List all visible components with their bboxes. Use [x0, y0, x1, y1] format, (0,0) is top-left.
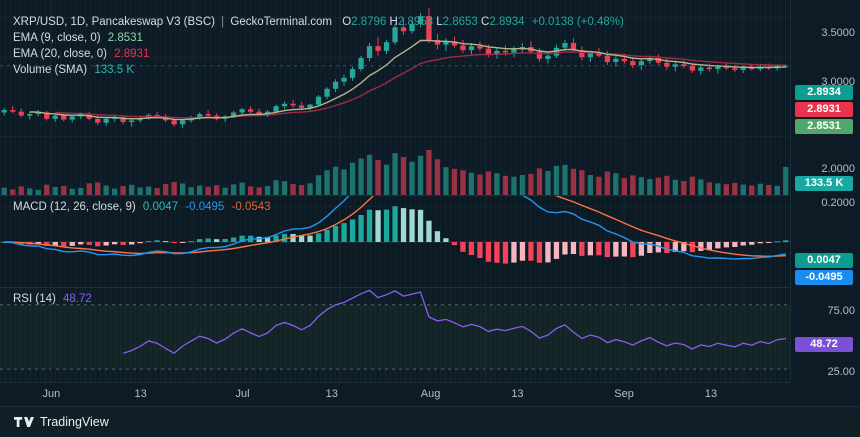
rsi-canvas[interactable] — [0, 288, 790, 382]
symbol-label[interactable]: XRP/USD, 1D, Pancakeswap V3 (BSC) — [13, 16, 215, 28]
rsi-legend[interactable]: RSI (14) 48.72 — [13, 293, 92, 305]
ema20-label: EMA (20, close, 0) — [13, 48, 107, 60]
volume-value: 133.5 K — [94, 64, 134, 76]
price-tick-2: 2.0000 — [821, 163, 855, 175]
time-tick-0: Jun — [42, 388, 61, 400]
price-pane[interactable] — [0, 0, 790, 196]
tradingview-logo-icon — [14, 416, 34, 428]
macd-hist-value: 0.0047 — [142, 201, 179, 213]
title-separator: | — [221, 16, 225, 28]
tradingview-logo[interactable]: TradingView — [14, 415, 109, 429]
time-tick-3: 13 — [325, 388, 338, 400]
open-value: 2.8796 — [351, 16, 387, 28]
macd-label: MACD (12, 26, close, 9) — [13, 201, 136, 213]
volume-label: Volume (SMA) — [13, 64, 88, 76]
time-tick-4: Aug — [420, 388, 441, 400]
price-change: +0.0138 (+0.48%) — [531, 16, 624, 28]
ohlc-values: O2.8796 H2.8953 L2.8653 C2.8934 +0.0138 … — [342, 16, 624, 28]
rsi-tick-25: 25.00 — [827, 366, 855, 378]
time-tick-2: Jul — [235, 388, 250, 400]
time-tick-5: 13 — [511, 388, 524, 400]
time-tick-7: 13 — [704, 388, 718, 400]
volume-legend[interactable]: Volume (SMA) 133.5 K — [13, 64, 134, 76]
price-scale-axis[interactable]: 3.5000 3.0000 2.0000 2.8934 2.8931 2.853… — [790, 0, 860, 382]
rsi-badge: 48.72 — [795, 337, 853, 352]
price-candlestick-canvas[interactable] — [0, 0, 790, 196]
ema20-legend[interactable]: EMA (20, close, 0) 2.8931 — [13, 48, 149, 60]
price-tick-0: 3.5000 — [821, 27, 855, 39]
low-value: 2.8653 — [442, 16, 478, 28]
rsi-tick-75: 75.00 — [827, 305, 855, 317]
tradingview-logo-text: TradingView — [40, 415, 109, 429]
macd-pane[interactable] — [0, 196, 790, 288]
rsi-label: RSI (14) — [13, 293, 56, 305]
time-tick-6: Sep — [614, 388, 634, 400]
macd-canvas[interactable] — [0, 196, 790, 288]
macd-tick-0: 0.2000 — [821, 197, 855, 209]
high-label: H — [389, 16, 398, 28]
low-label: L — [436, 16, 443, 28]
high-value: 2.8953 — [397, 16, 434, 28]
time-scale-axis[interactable]: Jun 13 Jul 13 Aug 13 Sep 13 — [0, 382, 790, 407]
macd-hist-badge: 0.0047 — [795, 253, 853, 268]
macd-legend[interactable]: MACD (12, 26, close, 9) 0.0047 -0.0495 -… — [13, 201, 271, 213]
ema9-value: 2.8531 — [107, 32, 143, 44]
macd-line-badge: -0.0495 — [795, 270, 853, 285]
open-label: O — [342, 16, 352, 28]
time-tick-1: 13 — [134, 388, 147, 400]
rsi-value: 48.72 — [63, 293, 92, 305]
macd-signal-value: -0.0543 — [231, 201, 271, 213]
pane-divider-price-macd — [0, 195, 790, 196]
close-label: C — [481, 16, 490, 28]
ema20-value: 2.8931 — [114, 48, 150, 60]
last-price-badge: 2.8934 — [795, 85, 853, 100]
close-value: 2.8934 — [489, 16, 525, 28]
pane-divider-macd-rsi — [0, 287, 790, 288]
chart-footer: TradingView — [0, 406, 860, 437]
data-source-label: GeckoTerminal.com — [230, 16, 332, 28]
rsi-pane[interactable] — [0, 288, 790, 382]
ema9-badge: 2.8531 — [795, 119, 853, 134]
ema9-label: EMA (9, close, 0) — [13, 32, 101, 44]
volume-badge: 133.5 K — [795, 176, 853, 191]
ema9-legend[interactable]: EMA (9, close, 0) 2.8531 — [13, 32, 143, 44]
macd-line-value: -0.0495 — [185, 201, 225, 213]
ema20-badge: 2.8931 — [795, 102, 853, 117]
chart-title-legend: XRP/USD, 1D, Pancakeswap V3 (BSC) | Geck… — [13, 16, 624, 28]
